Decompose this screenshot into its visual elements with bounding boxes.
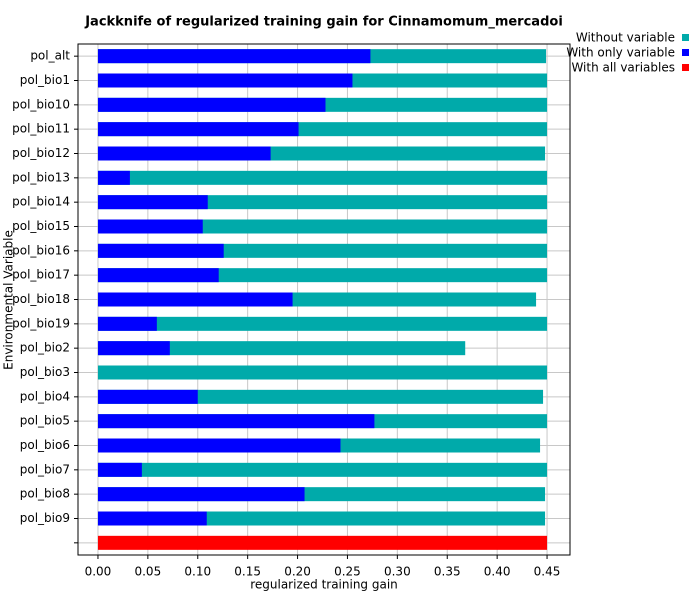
y-tick-label: pol_bio13 [12, 170, 70, 184]
legend-label: With only variable [566, 46, 675, 60]
y-tick-label: pol_bio4 [20, 389, 70, 403]
bar [97, 195, 548, 210]
y-tick-label: pol_alt [30, 49, 70, 63]
legend-swatch [682, 34, 689, 41]
bar [97, 97, 326, 112]
chart-title: Jackknife of regularized training gain f… [84, 15, 563, 30]
bar [97, 122, 299, 137]
bar [97, 487, 305, 502]
legend-label: Without variable [576, 31, 675, 45]
y-tick-label: pol_bio3 [20, 365, 70, 379]
y-axis-label: Environmental Variable [2, 230, 16, 370]
x-tick-label: 0.05 [134, 565, 161, 579]
bar [97, 170, 130, 185]
y-tick-label: pol_bio10 [12, 97, 70, 111]
bar [97, 462, 142, 477]
x-tick-label: 0.20 [284, 565, 311, 579]
bar [97, 535, 548, 550]
x-tick-label: 0.40 [484, 565, 511, 579]
y-tick-label: pol_bio11 [12, 122, 70, 136]
bar [97, 365, 548, 380]
x-tick-label: 0.15 [234, 565, 261, 579]
bar [97, 316, 157, 331]
y-tick-label: pol_bio7 [20, 462, 70, 476]
bar [97, 341, 466, 356]
y-tick-label: pol_bio15 [12, 219, 70, 233]
x-tick-label: 0.00 [85, 565, 112, 579]
y-tick-label: pol_bio5 [20, 414, 70, 428]
y-tick-label: pol_bio12 [12, 146, 70, 160]
bar [97, 243, 224, 258]
bar [97, 462, 548, 477]
legend-swatch [682, 64, 689, 71]
bar [97, 219, 548, 234]
bar [97, 316, 548, 331]
bar [97, 511, 546, 526]
y-tick-label: pol_bio2 [20, 341, 70, 355]
bar [97, 511, 207, 526]
bar [97, 146, 271, 161]
bar [97, 341, 170, 356]
bar [97, 389, 198, 404]
bar [97, 414, 375, 429]
plot-frame [77, 43, 571, 556]
bar [97, 438, 341, 453]
bar [97, 73, 353, 88]
bar [97, 170, 548, 185]
x-tick-label: 0.25 [334, 565, 361, 579]
bar [97, 389, 544, 404]
y-tick-label: pol_bio6 [20, 438, 70, 452]
x-tick-label: 0.10 [184, 565, 211, 579]
x-tick-label: 0.45 [534, 565, 561, 579]
y-tick-label: pol_bio9 [20, 511, 70, 525]
y-tick-label: pol_bio19 [12, 316, 70, 330]
bar [97, 219, 203, 234]
y-tick-label: pol_bio16 [12, 243, 70, 257]
y-tick-label: pol_bio17 [12, 268, 70, 282]
bar [97, 49, 371, 64]
bar [97, 195, 208, 210]
y-tick-label: pol_bio14 [12, 195, 70, 209]
x-axis-label: regularized training gain [250, 578, 398, 592]
legend-swatch [682, 49, 689, 56]
y-tick-label: pol_bio8 [20, 487, 70, 501]
y-tick-label: pol_bio18 [12, 292, 70, 306]
legend-label: With all variables [571, 61, 675, 75]
bar [97, 292, 293, 307]
bar [97, 268, 219, 283]
x-tick-label: 0.35 [434, 565, 461, 579]
x-tick-label: 0.30 [384, 565, 411, 579]
y-tick-label: pol_bio1 [20, 73, 70, 87]
